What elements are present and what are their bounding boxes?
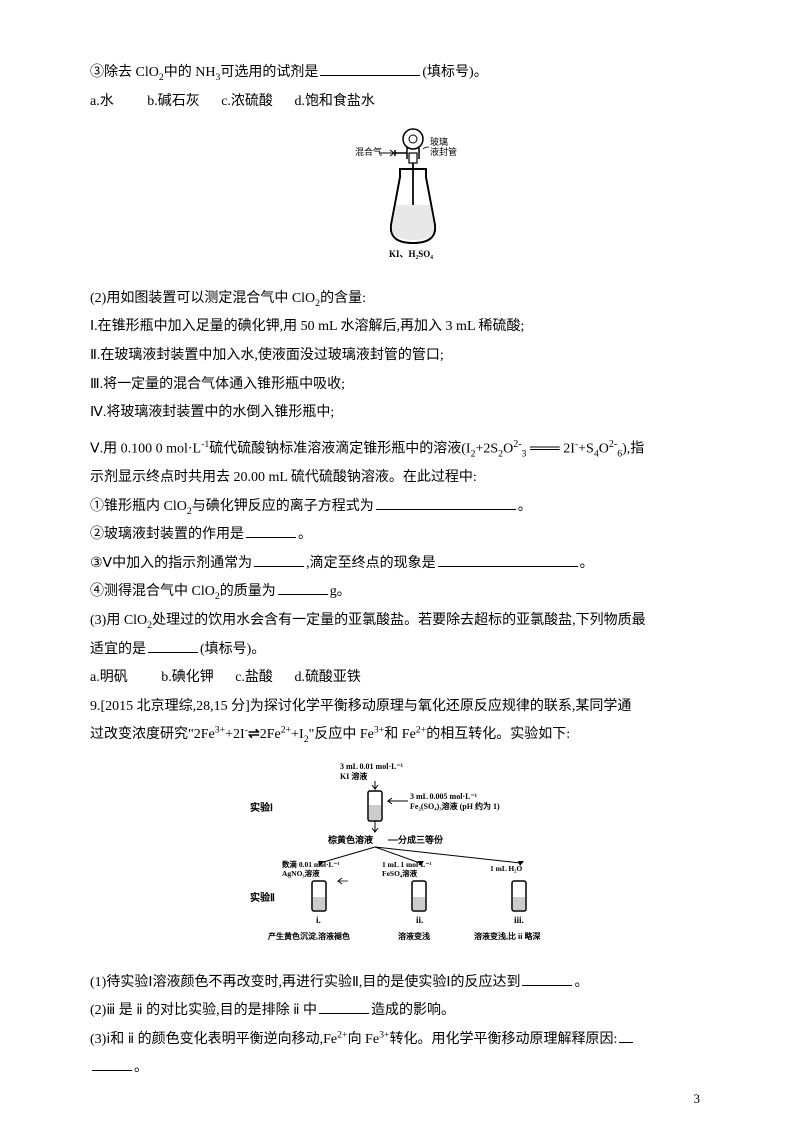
svg-text:1 mL H₂O: 1 mL H₂O bbox=[490, 864, 522, 873]
option-d[interactable]: d.硫酸亚铁 bbox=[294, 670, 361, 685]
q1-stem: ③除去 ClO2中的 NH3可选用的试剂是(填标号)。 bbox=[90, 60, 710, 87]
option-a[interactable]: a.水 bbox=[90, 94, 114, 109]
svg-text:实验Ⅱ: 实验Ⅱ bbox=[250, 891, 275, 904]
blank-input[interactable] bbox=[92, 1057, 132, 1071]
q1-options: a.水 b.碱石灰 c.浓硫酸 d.饱和食盐水 bbox=[90, 89, 710, 116]
option-c[interactable]: c.盐酸 bbox=[235, 670, 273, 685]
option-a[interactable]: a.明矾 bbox=[90, 670, 128, 685]
svg-text:实验Ⅰ: 实验Ⅰ bbox=[250, 801, 273, 814]
step-5: Ⅴ.用 0.100 0 mol·L-1硫代硫酸钠标准溶液滴定锥形瓶中的溶液(I2… bbox=[90, 435, 710, 463]
figure-1: 混合气 玻璃 液封管 KI、H₂SO₄ bbox=[90, 125, 710, 276]
svg-text:棕黄色溶液: 棕黄色溶液 bbox=[327, 834, 374, 845]
blank-input[interactable] bbox=[148, 639, 198, 653]
sub-q1: ①锥形瓶内 ClO2与碘化钾反应的离子方程式为。 bbox=[90, 494, 710, 521]
blank-input[interactable] bbox=[320, 62, 420, 76]
option-b[interactable]: b.碘化钾 bbox=[161, 670, 214, 685]
svg-text:3 mL 0.005 mol·L⁻¹: 3 mL 0.005 mol·L⁻¹ bbox=[410, 792, 478, 801]
svg-text:1 mL 1 mol·L⁻¹: 1 mL 1 mol·L⁻¹ bbox=[382, 860, 432, 869]
blank-input[interactable] bbox=[246, 524, 296, 538]
q9-3: (3)ⅰ和 ⅱ 的颜色变化表明平衡逆向移动,Fe2+向 Fe3+转化。用化学平衡… bbox=[90, 1027, 710, 1054]
svg-text:Fe₂(SO₄)₃溶液 (pH 约为 1): Fe₂(SO₄)₃溶液 (pH 约为 1) bbox=[410, 801, 500, 811]
svg-text:KI 溶液: KI 溶液 bbox=[340, 771, 367, 781]
q3-options: a.明矾 b.碘化钾 c.盐酸 d.硫酸亚铁 bbox=[90, 665, 710, 692]
svg-text:溶液变浅: 溶液变浅 bbox=[398, 931, 430, 941]
option-b[interactable]: b.碱石灰 bbox=[147, 94, 200, 109]
figure-2: 3 mL 0.01 mol·L⁻¹ KI 溶液 实验Ⅰ 3 mL 0.005 m… bbox=[90, 759, 710, 960]
step-1: Ⅰ.在锥形瓶中加入足量的碘化钾,用 50 mL 水溶解后,再加入 3 mL 稀硫… bbox=[90, 314, 710, 341]
svg-text:溶液变浅,比 ii 略深: 溶液变浅,比 ii 略深 bbox=[474, 931, 540, 941]
svg-text:FeSO₄溶液: FeSO₄溶液 bbox=[382, 868, 418, 878]
q3-stem: (3)用 ClO2处理过的饮用水会含有一定量的亚氯酸盐。若要除去超标的亚氯酸盐,… bbox=[90, 608, 710, 635]
p-2-intro: (2)用如图装置可以测定混合气中 ClO2的含量: bbox=[90, 286, 710, 313]
step-3: Ⅲ.将一定量的混合气体通入锥形瓶中吸收; bbox=[90, 372, 710, 399]
blank-input[interactable] bbox=[376, 496, 516, 510]
svg-text:3 mL 0.01 mol·L⁻¹: 3 mL 0.01 mol·L⁻¹ bbox=[340, 762, 404, 771]
q3-stem-b: 适宜的是(填标号)。 bbox=[90, 637, 710, 664]
sub-q2: ②玻璃液封装置的作用是。 bbox=[90, 522, 710, 549]
sub-q3: ③Ⅴ中加入的指示剂通常为,滴定至终点的现象是。 bbox=[90, 551, 710, 578]
blank-input[interactable] bbox=[438, 553, 578, 567]
q9-stem-2: 过改变浓度研究"2Fe3++2I-⇌2Fe2++I2"反应中 Fe3+和 Fe2… bbox=[90, 722, 710, 749]
svg-text:iii.: iii. bbox=[514, 915, 524, 925]
q9-3b: 。 bbox=[90, 1055, 710, 1082]
blank-input[interactable] bbox=[254, 553, 304, 567]
svg-text:i.: i. bbox=[316, 915, 321, 925]
svg-text:产生黄色沉淀,溶液褪色: 产生黄色沉淀,溶液褪色 bbox=[268, 931, 350, 941]
step-4: Ⅳ.将玻璃液封装置中的水倒入锥形瓶中; bbox=[90, 400, 710, 427]
svg-text:玻璃: 玻璃 bbox=[430, 136, 448, 147]
svg-text:AgNO₃溶液: AgNO₃溶液 bbox=[282, 868, 320, 878]
blank-input[interactable] bbox=[522, 972, 572, 986]
option-d[interactable]: d.饱和食盐水 bbox=[294, 94, 375, 109]
q9-2: (2)ⅲ 是 ⅱ 的对比实验,目的是排除 ⅱ 中造成的影响。 bbox=[90, 998, 710, 1025]
page-number: 3 bbox=[694, 1087, 701, 1112]
blank-input[interactable] bbox=[619, 1029, 633, 1043]
step-2: Ⅱ.在玻璃液封装置中加入水,使液面没过玻璃液封管的管口; bbox=[90, 343, 710, 370]
svg-text:液封管: 液封管 bbox=[430, 146, 457, 157]
svg-text:数滴 0.01 mol·L⁻¹: 数滴 0.01 mol·L⁻¹ bbox=[282, 859, 340, 869]
q9-stem-1: 9.[2015 北京理综,28,15 分]为探讨化学平衡移动原理与氧化还原反应规… bbox=[90, 694, 710, 721]
svg-text:ii.: ii. bbox=[416, 915, 423, 925]
sub-q4: ④测得混合气中 ClO2的质量为g。 bbox=[90, 579, 710, 606]
option-c[interactable]: c.浓硫酸 bbox=[221, 94, 273, 109]
q9-1: (1)待实验Ⅰ溶液颜色不再改变时,再进行实验Ⅱ,目的是使实验Ⅰ的反应达到。 bbox=[90, 970, 710, 997]
blank-input[interactable] bbox=[278, 581, 328, 595]
svg-text:KI、H₂SO₄: KI、H₂SO₄ bbox=[389, 249, 433, 259]
fig1-label-left: 混合气 bbox=[355, 146, 382, 157]
blank-input[interactable] bbox=[319, 1000, 369, 1014]
svg-text:分成三等份: 分成三等份 bbox=[398, 834, 444, 845]
step-5b: 示剂显示终点时共用去 20.00 mL 硫代硫酸钠溶液。在此过程中: bbox=[90, 465, 710, 492]
